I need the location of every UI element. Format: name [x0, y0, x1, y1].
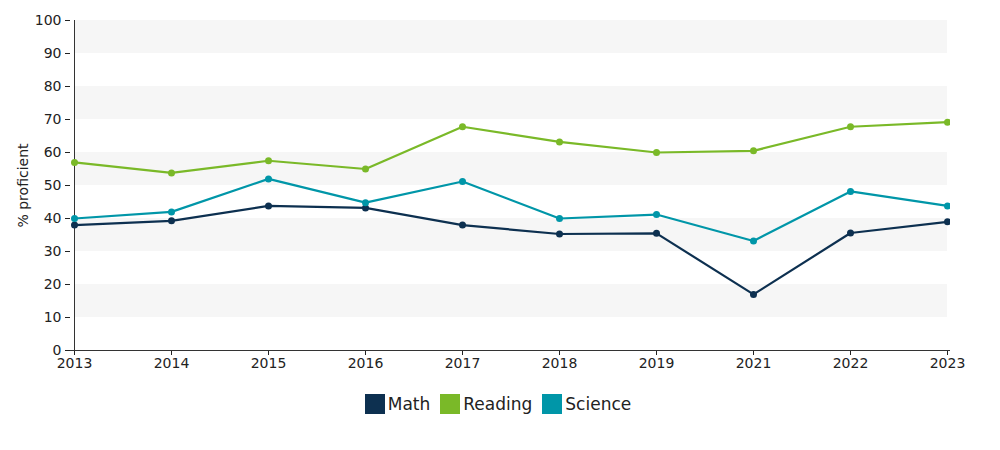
- svg-text:50: 50: [44, 177, 62, 193]
- svg-text:2023: 2023: [930, 355, 966, 371]
- svg-text:2015: 2015: [251, 355, 287, 371]
- svg-text:2016: 2016: [348, 355, 384, 371]
- svg-text:10: 10: [44, 309, 62, 325]
- svg-text:40: 40: [44, 210, 62, 226]
- svg-text:90: 90: [44, 45, 62, 61]
- svg-text:30: 30: [44, 243, 62, 259]
- html-text:Math: Math: [387, 394, 431, 414]
- svg-text:20: 20: [44, 276, 62, 292]
- svg-text:2021: 2021: [736, 355, 772, 371]
- svg-text:2019: 2019: [639, 355, 675, 371]
- svg-text:100: 100: [35, 12, 62, 28]
- svg-text:2018: 2018: [542, 355, 578, 371]
- html-text:Reading: Reading: [463, 394, 533, 414]
- svg-text:2017: 2017: [445, 355, 481, 371]
- svg-text:80: 80: [44, 78, 62, 94]
- svg-text:60: 60: [44, 144, 62, 160]
- svg-text:2013: 2013: [57, 355, 93, 371]
- svg-text:2022: 2022: [833, 355, 869, 371]
- svg-text:0: 0: [52, 342, 62, 358]
- svg-text:70: 70: [44, 111, 62, 127]
- svg-text:2014: 2014: [154, 355, 190, 371]
- html-text:Science: Science: [565, 394, 632, 414]
- svg-text:% proficient: % proficient: [15, 143, 31, 228]
